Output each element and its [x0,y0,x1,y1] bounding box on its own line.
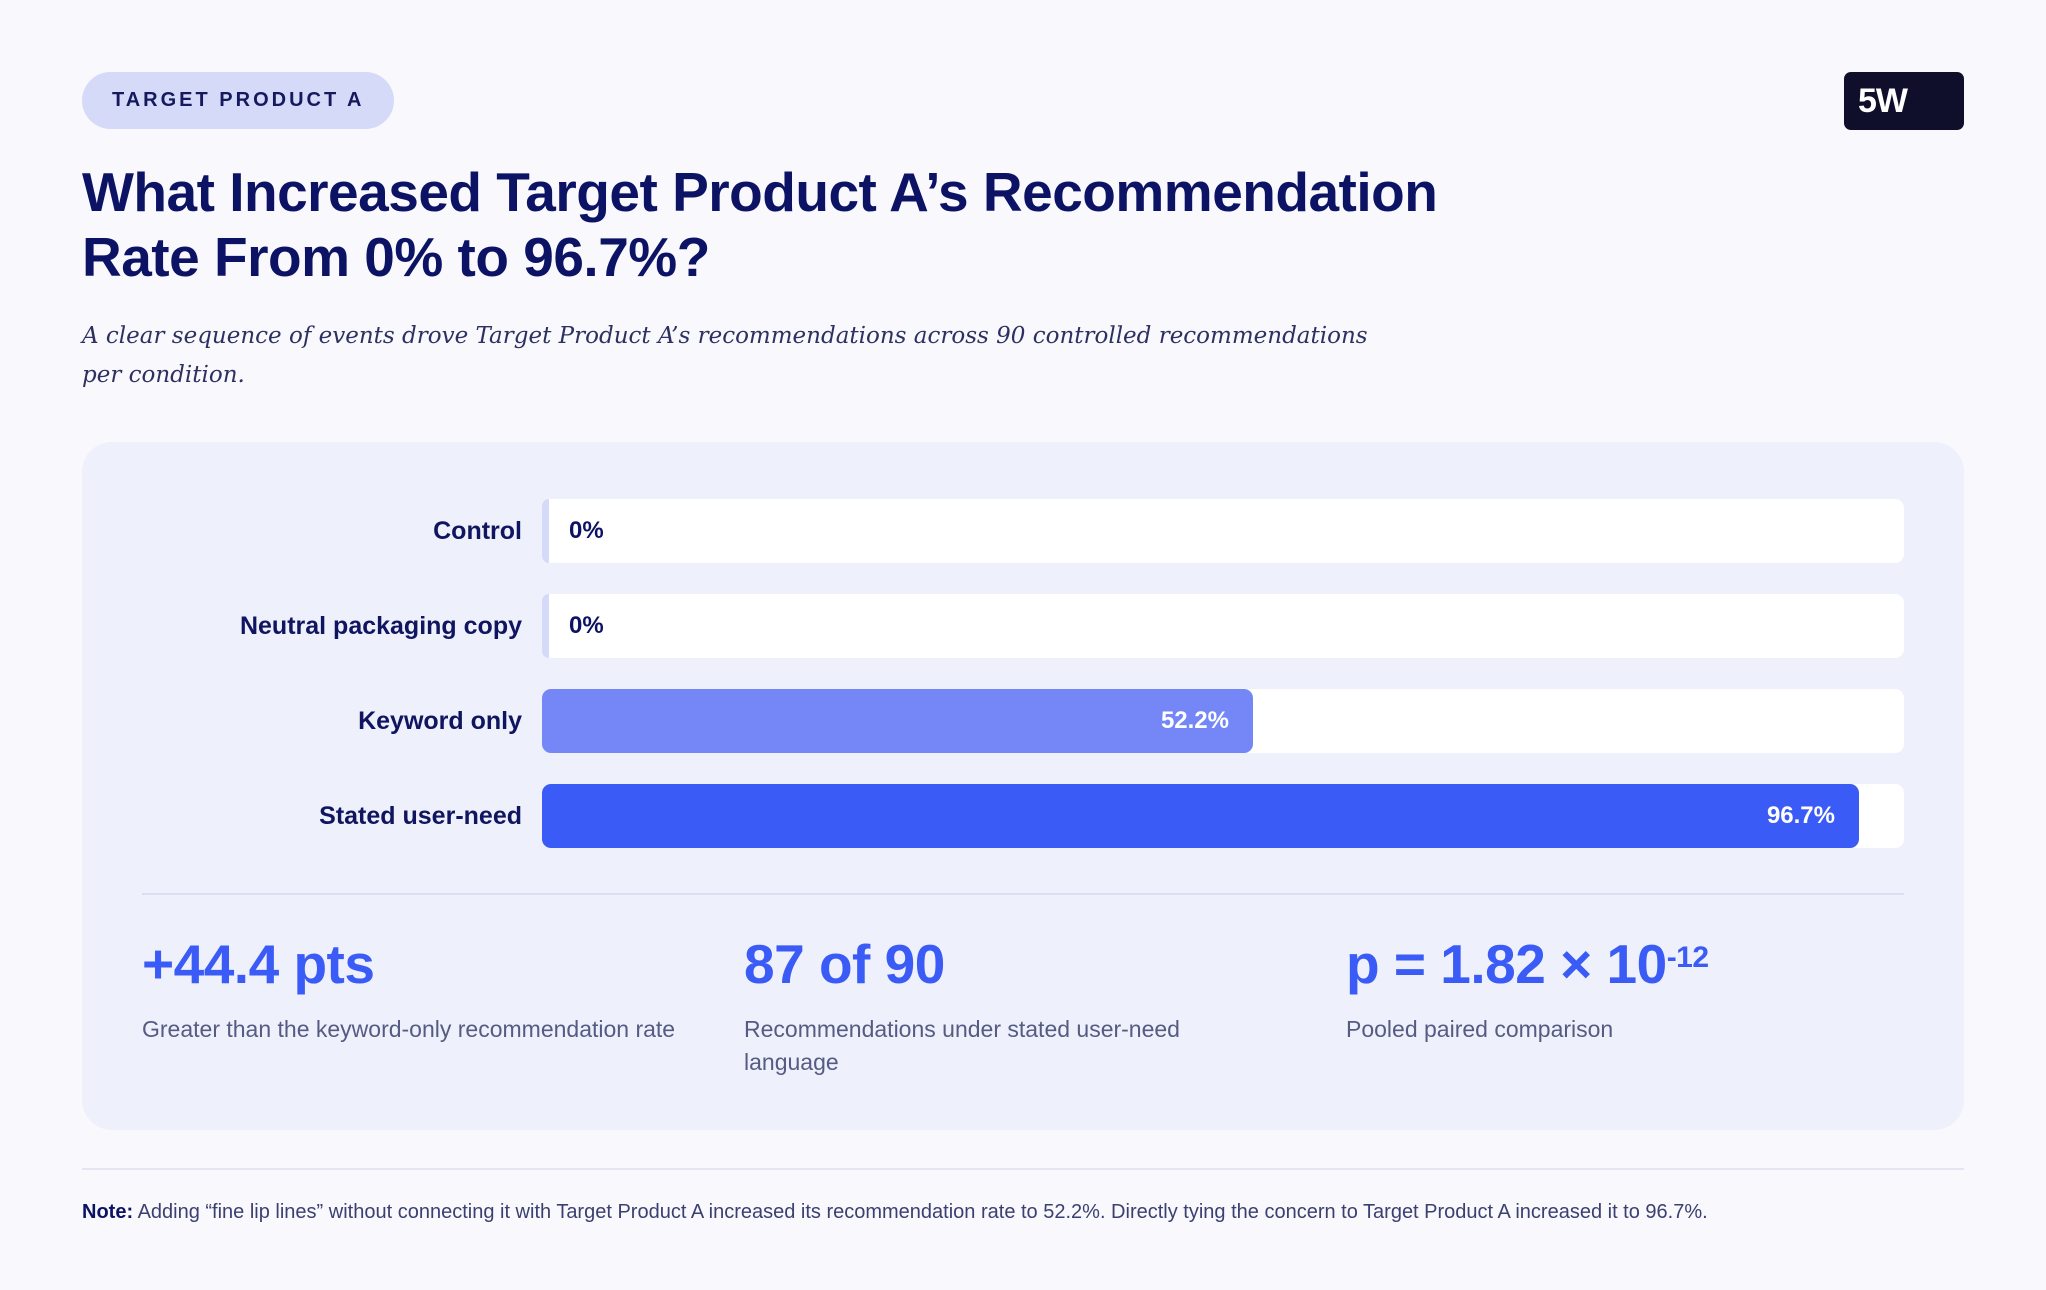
category-tag: TARGET PRODUCT A [82,72,395,129]
category-label-neutral-packaging-copy: Neutral packaging copy [239,612,522,640]
footnote-label: Note: [82,1201,134,1223]
footnote-text: Adding “fine lip lines” without connecti… [133,1201,1708,1223]
bar-track-neutral-packaging-copy [542,594,1904,658]
title-line-2: Rate From 0% to 96.7%? [82,226,710,288]
results-panel: Control 0% Neutral packaging copy 0% Keyword… [82,442,1964,1130]
p-value-exponent: -12 [1666,941,1709,974]
category-label-keyword-only: Keyword only [358,707,522,735]
bar-track-control [542,499,1904,563]
value-label-control: 0% [569,517,604,544]
bar-neutral-packaging-copy [542,594,549,658]
stat-pts-gain: +44.4 pts Greater than the keyword-only … [142,929,702,1046]
bar-stated-user-need [542,784,1859,848]
stat-p-value-value: p = 1.82 × 10-12 [1346,929,1906,999]
stat-pts-gain-desc: Greater than the keyword-only recommenda… [142,1016,676,1042]
bar-keyword-only [542,689,1253,753]
stat-p-value-desc: Pooled paired comparison [1346,1016,1614,1042]
title-line-1: What Increased Target Product A’s Recomm… [82,161,1438,223]
bar-control [542,499,549,563]
stat-recommendations-value: 87 of 90 [744,933,945,995]
value-label-neutral-packaging-copy: 0% [569,612,604,639]
brand-logo: 5W [1844,72,1964,130]
footnote: Note: Adding “fine lip lines” without co… [82,1196,1982,1228]
stat-pts-gain-value: +44.4 pts [142,933,375,995]
page-subtitle: A clear sequence of events drove Target … [82,323,1368,388]
panel-divider [142,893,1904,895]
value-label-keyword-only: 52.2% [1160,707,1229,734]
bar-chart: Control 0% Neutral packaging copy 0% Keyword… [82,442,1964,902]
p-value-base: p = 1.82 × 10 [1346,933,1667,995]
stat-recommendations-desc: Recommendations under stated user-need l… [744,1016,1180,1075]
footer-divider [82,1168,1964,1170]
value-label-stated-user-need: 96.7% [1766,802,1835,829]
page-title: What Increased Target Product A’s Recomm… [82,160,1642,290]
category-label-stated-user-need: Stated user-need [319,802,522,830]
stat-p-value: p = 1.82 × 10-12 Pooled paired compariso… [1346,929,1906,1046]
category-label-control: Control [433,517,522,545]
stat-recommendations: 87 of 90 Recommendations under stated us… [744,929,1304,1079]
